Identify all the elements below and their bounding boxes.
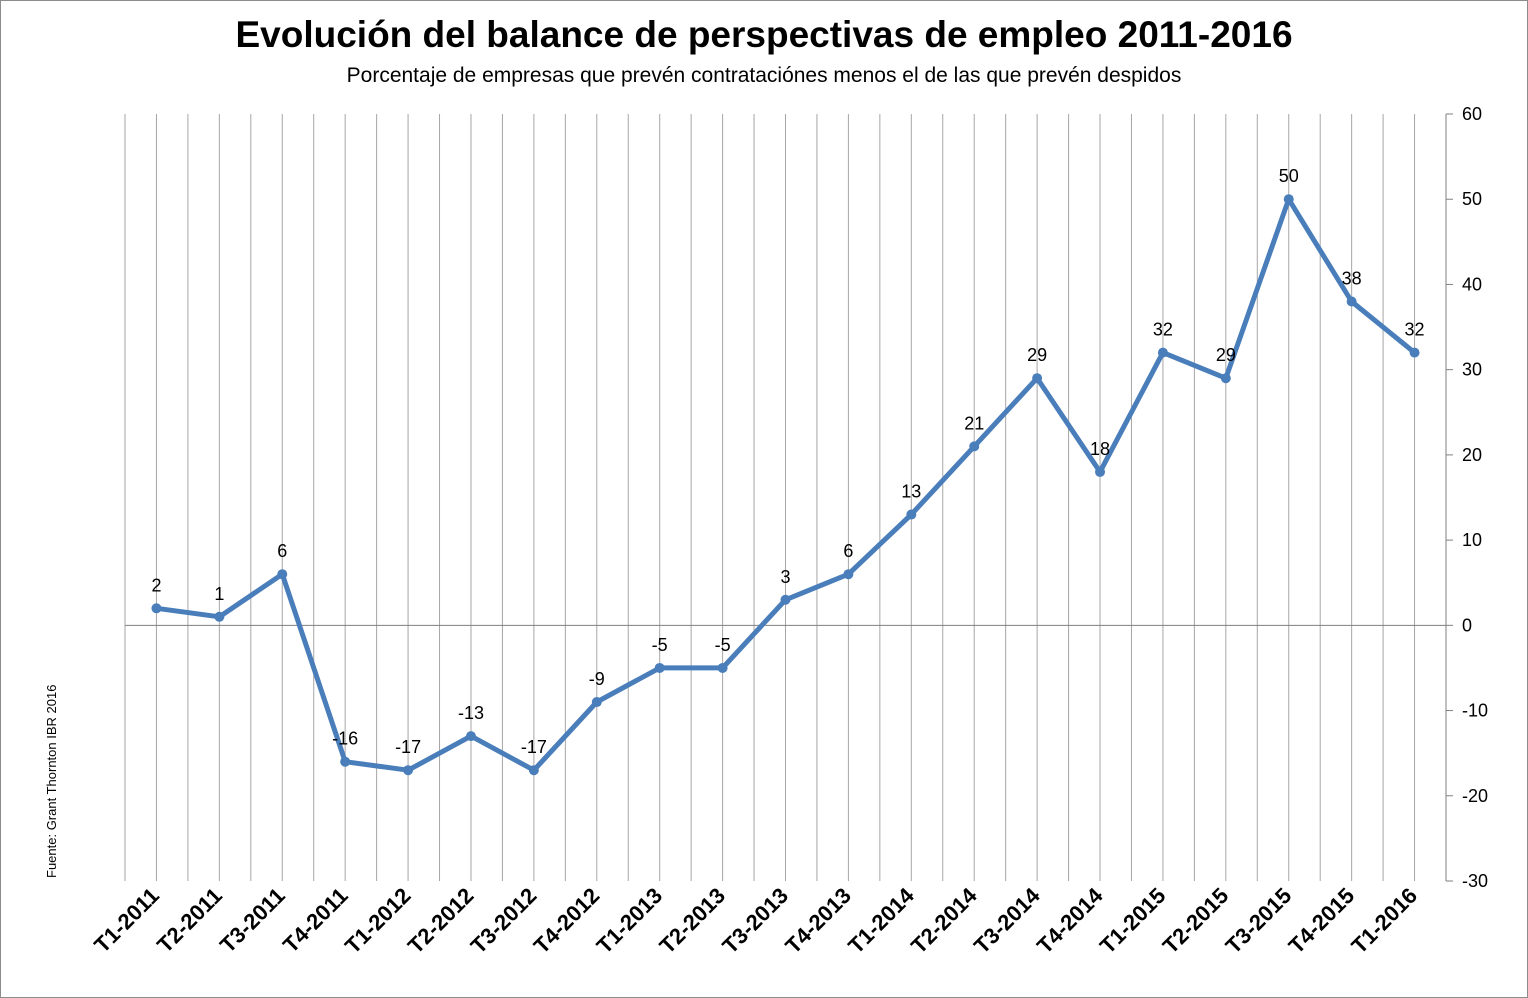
data-point: [780, 594, 791, 605]
x-tick-label: T1-2011: [89, 883, 164, 958]
x-tick-label: T2-2014: [906, 882, 982, 958]
x-tick-label: T1-2012: [340, 883, 416, 959]
x-tick-label: T1-2016: [1346, 883, 1422, 959]
data-point: [465, 731, 476, 742]
data-point: [1346, 296, 1357, 307]
data-label: 3: [780, 567, 790, 587]
data-label: -17: [395, 737, 421, 757]
x-tick-label: T1-2013: [592, 883, 668, 959]
x-tick-label: T3-2015: [1221, 883, 1297, 959]
x-tick-label: T4-2012: [529, 883, 605, 959]
data-point: [591, 697, 602, 708]
data-label: -17: [521, 737, 547, 757]
grid-lines: [124, 114, 1447, 881]
data-point: [843, 569, 854, 580]
x-tick-label: T3-2013: [717, 883, 793, 959]
y-tick-label: -30: [1462, 871, 1488, 891]
data-point: [403, 765, 414, 776]
data-label: 21: [964, 413, 984, 433]
data-point: [1409, 347, 1420, 358]
data-point: [151, 603, 162, 614]
data-point: [277, 569, 288, 580]
x-tick-label: T4-2014: [1032, 882, 1108, 958]
data-point: [1283, 194, 1294, 205]
data-label: 38: [1342, 268, 1362, 288]
data-label: 6: [843, 541, 853, 561]
data-label: 18: [1090, 439, 1110, 459]
y-tick-label: -10: [1462, 701, 1488, 721]
chart-subtitle: Porcentaje de empresas que prevén contra…: [346, 64, 1182, 87]
data-point: [654, 662, 665, 673]
x-tick-label: T2-2013: [655, 883, 731, 959]
y-tick-label: 50: [1462, 189, 1482, 209]
x-tick-label: T1-2015: [1095, 883, 1171, 959]
data-label: -9: [589, 669, 605, 689]
x-tick-label: T1-2014: [843, 882, 919, 958]
data-point: [906, 509, 917, 520]
data-point: [969, 441, 980, 452]
x-tick-label: T3-2014: [969, 882, 1045, 958]
data-label: 2: [151, 575, 161, 595]
data-label: 32: [1153, 320, 1173, 340]
data-point: [528, 765, 539, 776]
y-tick-label: -20: [1462, 786, 1488, 806]
data-point: [340, 756, 351, 767]
y-tick-label: 30: [1462, 360, 1482, 380]
data-label: -16: [332, 729, 358, 749]
x-tick-label: T3-2012: [466, 883, 542, 959]
data-point: [1220, 373, 1231, 384]
data-label: 29: [1027, 345, 1047, 365]
series-line: [151, 194, 1420, 776]
y-tick-label: 0: [1462, 615, 1472, 635]
y-tick-label: 40: [1462, 274, 1482, 294]
data-label: -5: [652, 635, 668, 655]
data-label: -13: [458, 703, 484, 723]
x-tick-label: T4-2011: [278, 883, 353, 958]
data-point: [1032, 373, 1043, 384]
y-tick-label: 60: [1462, 104, 1482, 124]
data-label: -5: [715, 635, 731, 655]
data-point: [717, 662, 728, 673]
x-tick-label: T2-2015: [1158, 883, 1234, 959]
data-label: 6: [277, 541, 287, 561]
x-tick-label: T2-2011: [152, 883, 227, 958]
data-label: 50: [1279, 166, 1299, 186]
data-label: 13: [901, 482, 921, 502]
chart-title: Evolución del balance de perspectivas de…: [235, 14, 1293, 55]
y-tick-label: 10: [1462, 530, 1482, 550]
x-tick-label: T4-2015: [1284, 883, 1360, 959]
y-tick-label: 20: [1462, 445, 1482, 465]
x-tick-label: T3-2011: [215, 883, 290, 958]
data-point: [214, 611, 225, 622]
data-point: [1157, 347, 1168, 358]
data-point: [1095, 466, 1106, 477]
data-label: 29: [1216, 345, 1236, 365]
x-tick-label: T4-2013: [780, 883, 856, 959]
data-labels: 2 16-16 -17-13-17-9-5 -53613212918322950383…: [151, 166, 1424, 757]
data-label: 32: [1405, 320, 1425, 340]
data-label: 1: [214, 584, 224, 604]
x-tick-label: T2-2012: [403, 883, 479, 959]
